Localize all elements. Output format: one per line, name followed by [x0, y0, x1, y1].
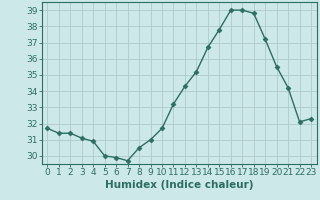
X-axis label: Humidex (Indice chaleur): Humidex (Indice chaleur): [105, 180, 253, 190]
